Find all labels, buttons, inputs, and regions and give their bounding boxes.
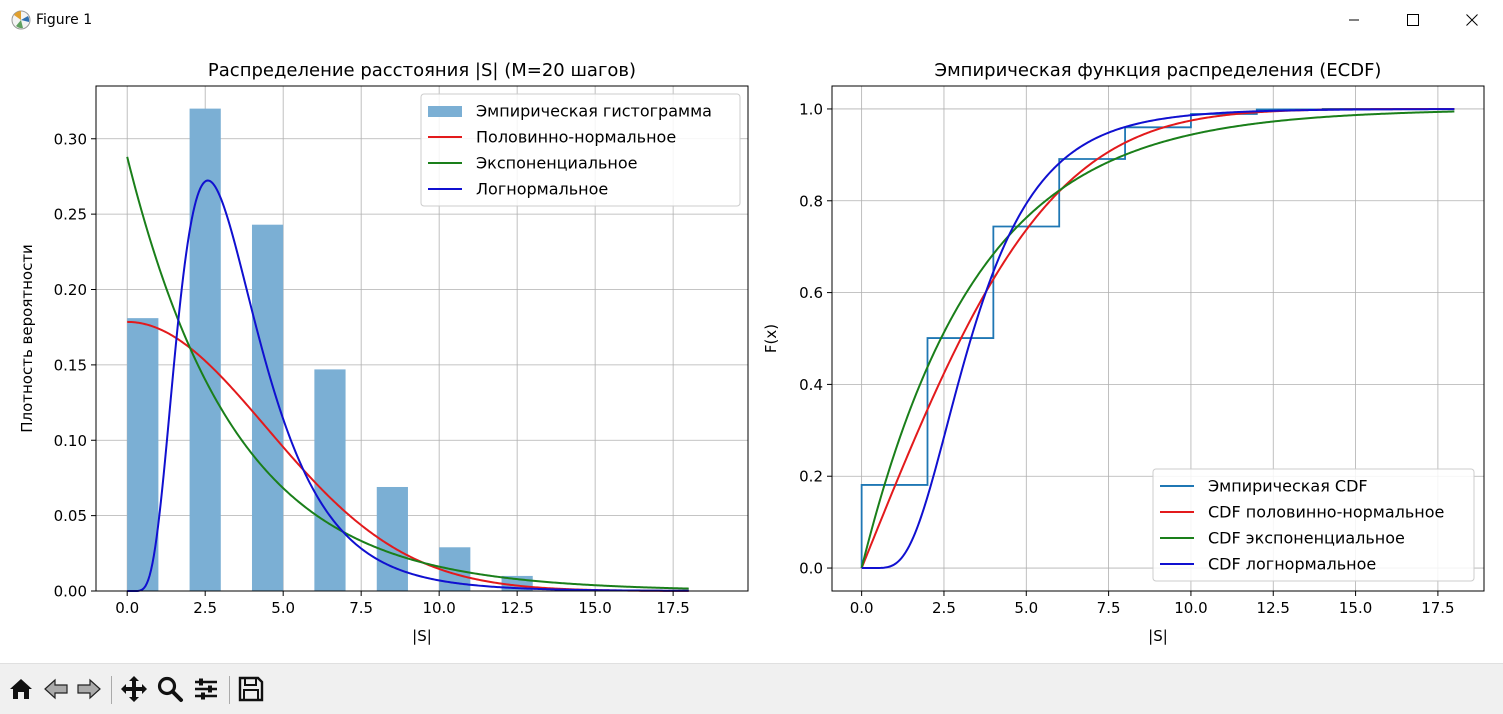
chart2-legend-label: CDF логнормальное: [1208, 555, 1376, 574]
chart2-xlabel: |S|: [1148, 627, 1168, 645]
chart1-y-tick-label: 0.00: [54, 583, 87, 601]
matplotlib-icon: [11, 10, 31, 30]
chart1-legend-label: Эмпирическая гистограмма: [476, 102, 712, 121]
chart1-hist-bar: [376, 486, 408, 591]
navigation-toolbar: [0, 663, 1503, 714]
chart1-hist-bar: [127, 318, 159, 591]
chart1-hist-bar: [251, 224, 284, 591]
chart1-x-tick-label: 7.5: [349, 599, 373, 617]
save-icon: [238, 676, 264, 702]
chart1-xlabel: |S|: [412, 627, 432, 645]
chart2-x-tick-label: 15.0: [1339, 599, 1372, 617]
chart1-ylabel: Плотность вероятности: [18, 244, 36, 433]
chart2-y-tick-label: 0.0: [799, 560, 823, 578]
chart1-y-tick-label: 0.20: [54, 281, 87, 299]
chart2-x-tick-label: 17.5: [1421, 599, 1454, 617]
chart2-title: Эмпирическая функция распределения (ECDF…: [935, 60, 1382, 81]
chart1-axes-frame: [95, 85, 749, 592]
chart1-y-tick-label: 0.30: [54, 130, 87, 148]
maximize-icon: [1407, 14, 1419, 26]
chart2-y-tick-label: 0.2: [799, 468, 823, 486]
configure-subplots-button[interactable]: [190, 673, 222, 705]
chart2-y-tick-label: 0.4: [799, 376, 823, 394]
chart1-y-tick-label: 0.15: [54, 356, 87, 374]
chart2-x-tick-label: 0.0: [850, 599, 874, 617]
chart1-x-tick-label: 12.5: [500, 599, 533, 617]
maximize-button[interactable]: [1390, 0, 1436, 40]
figure-canvas[interactable]: 0.0 2.5 5.0 7.5 10.0 12.5 15.0 17.5 0.00 0.05 0.10…: [0, 40, 1503, 663]
back-icon: [44, 678, 68, 700]
chart2-legend-label: Эмпирическая CDF: [1208, 477, 1368, 496]
figure-svg: 0.0 2.5 5.0 7.5 10.0 12.5 15.0 17.5 0.00 0.05 0.10…: [18, 60, 1485, 645]
chart1-legend-box: [420, 93, 741, 207]
chart2-ylabel: F(x): [762, 324, 780, 353]
chart1-title: Распределение расстояния |S| (M=20 шагов…: [208, 60, 636, 81]
chart2-y-tick-label: 1.0: [799, 100, 823, 118]
minimize-button[interactable]: [1331, 0, 1377, 40]
chart1-x-tick-label: 17.5: [656, 599, 689, 617]
configure-subplots-icon: [195, 678, 217, 700]
chart2-y-tick-label: 0.6: [799, 284, 823, 302]
chart2-y-tick-label: 0.8: [799, 192, 823, 210]
chart1-lognorm-curve: [127, 179, 689, 592]
save-button[interactable]: [235, 673, 267, 705]
chart2-legend-label: CDF половинно-нормальное: [1208, 503, 1444, 522]
forward-icon: [77, 678, 101, 700]
forward-button[interactable]: [73, 673, 105, 705]
chart2-x-tick-label: 2.5: [932, 599, 956, 617]
minimize-icon: [1349, 19, 1359, 21]
chart1-x-tick-label: 10.0: [422, 599, 455, 617]
chart2-x-tick-label: 12.5: [1257, 599, 1290, 617]
pan-icon: [121, 676, 147, 702]
chart2-legend-label: CDF экспоненциальное: [1208, 529, 1405, 548]
toolbar-separator: [111, 676, 112, 704]
close-icon: [1466, 14, 1478, 26]
chart1-y-tick-label: 0.05: [54, 507, 87, 525]
chart1-x-tick-label: 2.5: [193, 599, 217, 617]
window-titlebar: Figure 1: [0, 0, 1503, 40]
chart1-legend-swatch: [428, 106, 462, 117]
home-icon: [10, 679, 32, 699]
window-title: Figure 1: [36, 12, 93, 28]
zoom-icon: [157, 676, 183, 702]
chart2-axes-frame: [831, 85, 1485, 592]
chart1-x-tick-label: 5.0: [271, 599, 295, 617]
home-button[interactable]: [5, 673, 37, 705]
chart2-x-tick-label: 7.5: [1097, 599, 1121, 617]
chart1-hist-bar: [314, 369, 346, 591]
close-button[interactable]: [1449, 0, 1495, 40]
chart2-lognorm-curve: [861, 108, 1455, 570]
chart2-x-tick-label: 10.0: [1174, 599, 1207, 617]
chart1-expon-curve: [126, 156, 689, 590]
toolbar-separator: [229, 676, 230, 704]
chart2-expon-curve: [860, 110, 1455, 569]
back-button[interactable]: [40, 673, 72, 705]
chart2-legend-box: [1152, 468, 1475, 582]
chart1-legend-label: Половинно-нормальное: [476, 128, 676, 147]
chart1-y-tick-label: 0.25: [54, 206, 87, 224]
zoom-button[interactable]: [154, 673, 186, 705]
chart1-x-tick-label: 0.0: [115, 599, 139, 617]
chart1-y-tick-label: 0.10: [54, 432, 87, 450]
pan-button[interactable]: [118, 673, 150, 705]
chart1-x-tick-label: 15.0: [578, 599, 611, 617]
chart1-legend-label: Экспоненциальное: [476, 154, 638, 173]
chart2-x-tick-label: 5.0: [1014, 599, 1038, 617]
chart1-legend-label: Логнормальное: [476, 180, 608, 199]
